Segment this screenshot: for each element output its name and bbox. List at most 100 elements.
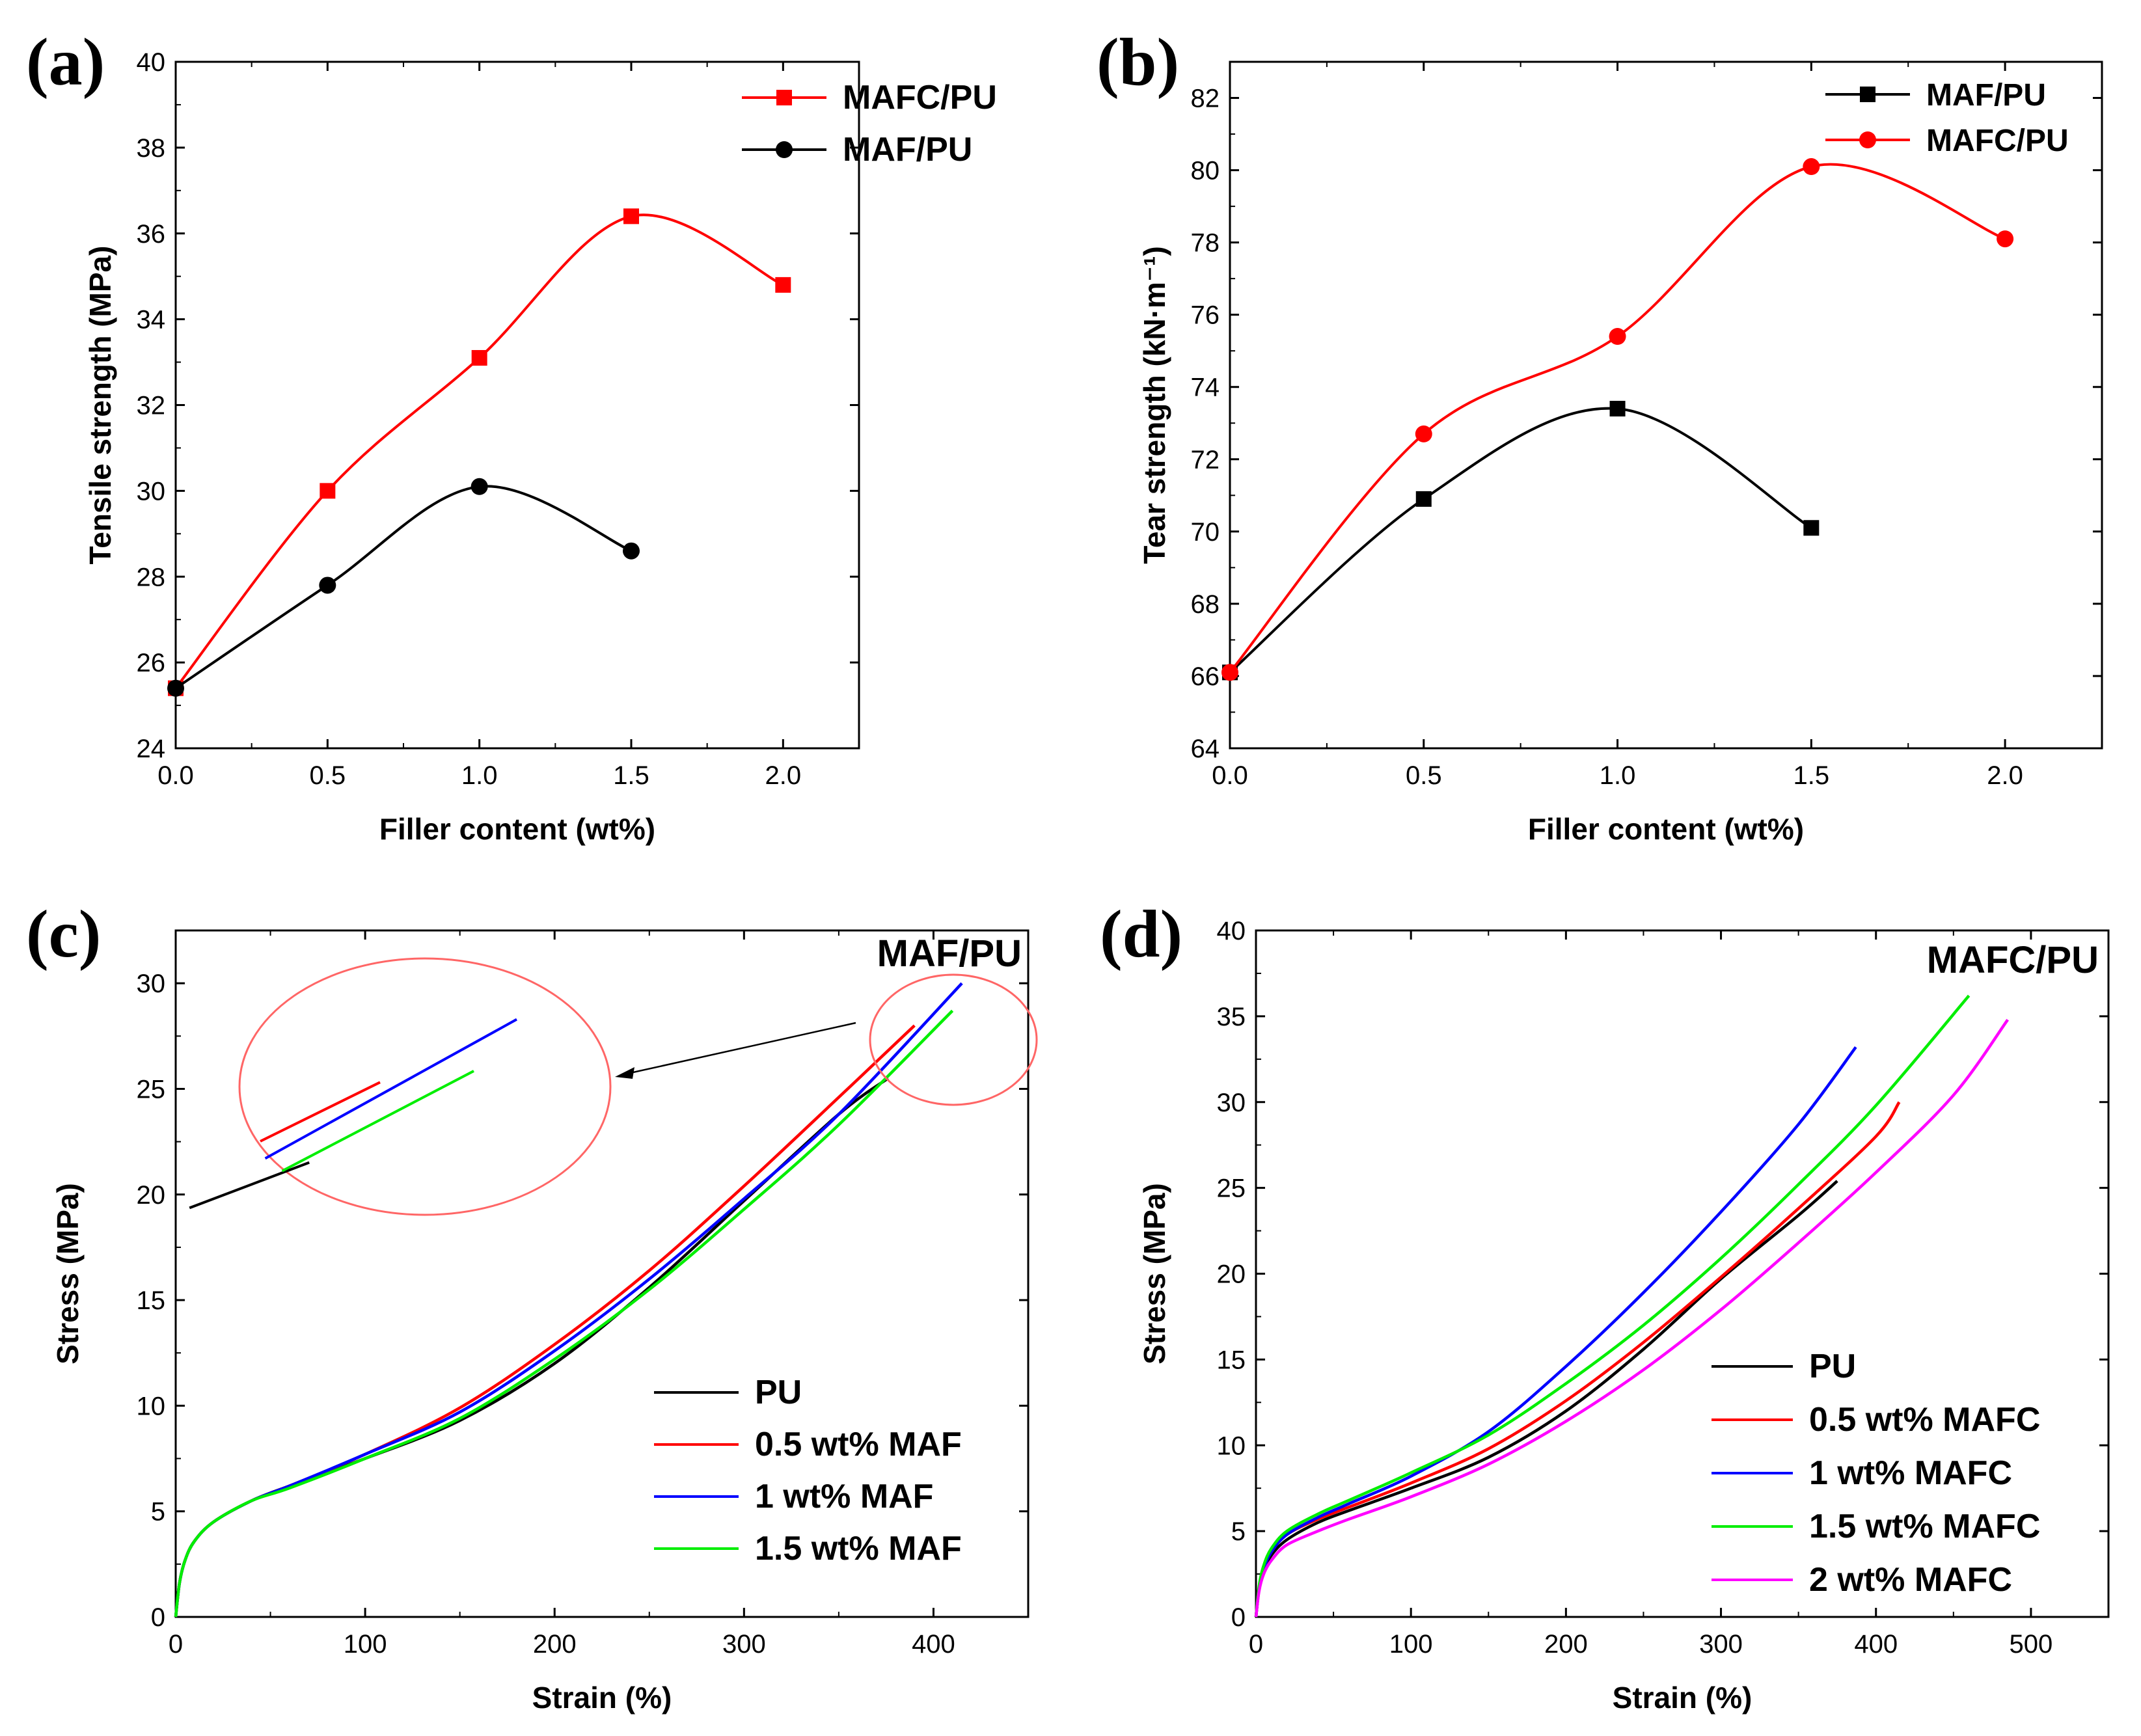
data-point	[471, 349, 487, 366]
x-tick-label: 0.5	[1406, 761, 1442, 790]
legend-label: 1 wt% MAF	[755, 1478, 933, 1515]
inset-curve-1	[260, 1081, 381, 1143]
legend-label: MAF/PU	[843, 131, 972, 169]
legend-label: PU	[755, 1374, 802, 1411]
zoom-ellipse	[869, 973, 1038, 1106]
y-tick-label: 35	[1217, 1003, 1246, 1031]
y-tick-label: 64	[1191, 735, 1220, 763]
x-tick-label: 2.0	[1987, 761, 2023, 790]
y-tick-label: 68	[1191, 590, 1220, 619]
data-point	[1415, 425, 1432, 442]
legend-label: PU	[1809, 1348, 1856, 1385]
inset-curve-0	[189, 1161, 310, 1210]
x-axis-title: Filler content (wt%)	[379, 812, 655, 846]
x-tick-label: 200	[533, 1630, 577, 1659]
y-tick-label: 15	[1217, 1346, 1246, 1374]
series-line-0	[1229, 407, 1812, 673]
y-tick-label: 10	[1217, 1431, 1246, 1460]
plot-frame	[1229, 61, 2103, 750]
x-tick-label: 0	[1249, 1630, 1263, 1659]
x-tick-label: 400	[912, 1630, 955, 1659]
legend-marker	[1859, 131, 1876, 148]
y-tick-label: 70	[1191, 518, 1220, 547]
y-tick-label: 80	[1191, 157, 1220, 185]
y-tick-label: 0	[151, 1603, 165, 1632]
x-tick-label: 0.0	[157, 761, 194, 790]
x-tick-label: 2.0	[765, 761, 802, 790]
y-tick-label: 5	[151, 1498, 165, 1526]
x-axis-title: Filler content (wt%)	[1528, 812, 1804, 846]
legend-marker	[776, 90, 792, 105]
inset-curve-2	[264, 1018, 517, 1160]
data-point	[1803, 158, 1820, 176]
x-tick-label: 400	[1854, 1630, 1898, 1659]
plot-frame	[174, 929, 1030, 1618]
x-tick-label: 0	[169, 1630, 183, 1659]
x-tick-label: 200	[1544, 1630, 1588, 1659]
panel-b: (b) 0.0 0.5 1.0 1.5 2.0 64 66 68 70 72 74 76 78 80 82 Fi…	[1097, 25, 2103, 846]
legend-label: 0.5 wt% MAF	[755, 1426, 962, 1463]
y-tick-label: 38	[137, 134, 166, 163]
y-tick-label: 32	[137, 392, 166, 420]
y-tick-label: 5	[1231, 1517, 1246, 1546]
x-tick-label: 0.0	[1212, 761, 1248, 790]
data-point	[623, 208, 639, 224]
y-tick-label: 82	[1191, 85, 1220, 113]
x-tick-label: 1.0	[1600, 761, 1636, 790]
x-tick-label: 300	[722, 1630, 766, 1659]
zoom-arrow-head	[615, 1067, 634, 1079]
legend-label: 1 wt% MAFC	[1809, 1454, 2012, 1492]
y-axis-title: Tensile strength (MPa)	[83, 246, 117, 565]
x-axis-title: Strain (%)	[532, 1681, 672, 1715]
legend-label: 1.5 wt% MAF	[755, 1530, 962, 1567]
y-tick-label: 76	[1191, 301, 1220, 330]
y-tick-label: 30	[137, 970, 166, 998]
y-tick-label: 28	[137, 563, 166, 591]
y-tick-label: 20	[1217, 1260, 1246, 1289]
x-tick-label: 300	[1699, 1630, 1743, 1659]
legend-label: 2 wt% MAFC	[1809, 1561, 2012, 1599]
legend-marker	[776, 141, 793, 158]
panel-label: (c)	[26, 897, 101, 971]
x-tick-label: 100	[1389, 1630, 1433, 1659]
y-tick-label: 40	[1217, 917, 1246, 945]
legend-label: 1.5 wt% MAFC	[1809, 1508, 2040, 1545]
data-point	[623, 542, 640, 560]
y-tick-label: 36	[137, 220, 166, 249]
data-point	[320, 483, 336, 499]
y-tick-label: 74	[1191, 373, 1220, 402]
y-tick-label: 15	[137, 1286, 166, 1315]
panel-label: (d)	[1100, 897, 1182, 971]
inset-curve-3	[281, 1070, 474, 1173]
inset-ellipse	[238, 957, 612, 1216]
legend-label: MAFC/PU	[843, 79, 997, 116]
x-tick-label: 1.0	[461, 761, 498, 790]
legend-marker	[1860, 87, 1875, 102]
legend-label: MAF/PU	[1926, 78, 2046, 113]
panel-label: (b)	[1097, 25, 1179, 100]
series-line-3	[1254, 994, 1971, 1618]
y-tick-label: 25	[1217, 1174, 1246, 1203]
data-point	[1609, 401, 1626, 417]
legend-label: 0.5 wt% MAFC	[1809, 1401, 2040, 1439]
series-line-4	[1254, 1018, 2010, 1618]
x-axis-title: Strain (%)	[1613, 1681, 1752, 1715]
data-point	[1221, 664, 1238, 681]
y-tick-label: 34	[137, 306, 166, 334]
y-tick-label: 40	[137, 48, 166, 77]
y-tick-label: 72	[1191, 446, 1220, 474]
y-tick-label: 78	[1191, 229, 1220, 258]
y-tick-label: 20	[137, 1181, 166, 1210]
data-point	[319, 576, 336, 594]
data-point	[1997, 230, 2014, 248]
data-point	[1415, 491, 1432, 507]
x-tick-label: 1.5	[1793, 761, 1830, 790]
panel-c: (c) 0 100 200 300 400 0 5 10 15 20 25 30 Strain (%) St…	[26, 897, 1038, 1715]
data-point	[775, 277, 791, 293]
y-axis-title: Tear strength (kN·m⁻¹)	[1138, 246, 1171, 564]
y-tick-label: 66	[1191, 662, 1220, 691]
x-tick-label: 500	[2010, 1630, 2053, 1659]
y-tick-label: 26	[137, 649, 166, 677]
legend-label: MAFC/PU	[1926, 124, 2069, 158]
